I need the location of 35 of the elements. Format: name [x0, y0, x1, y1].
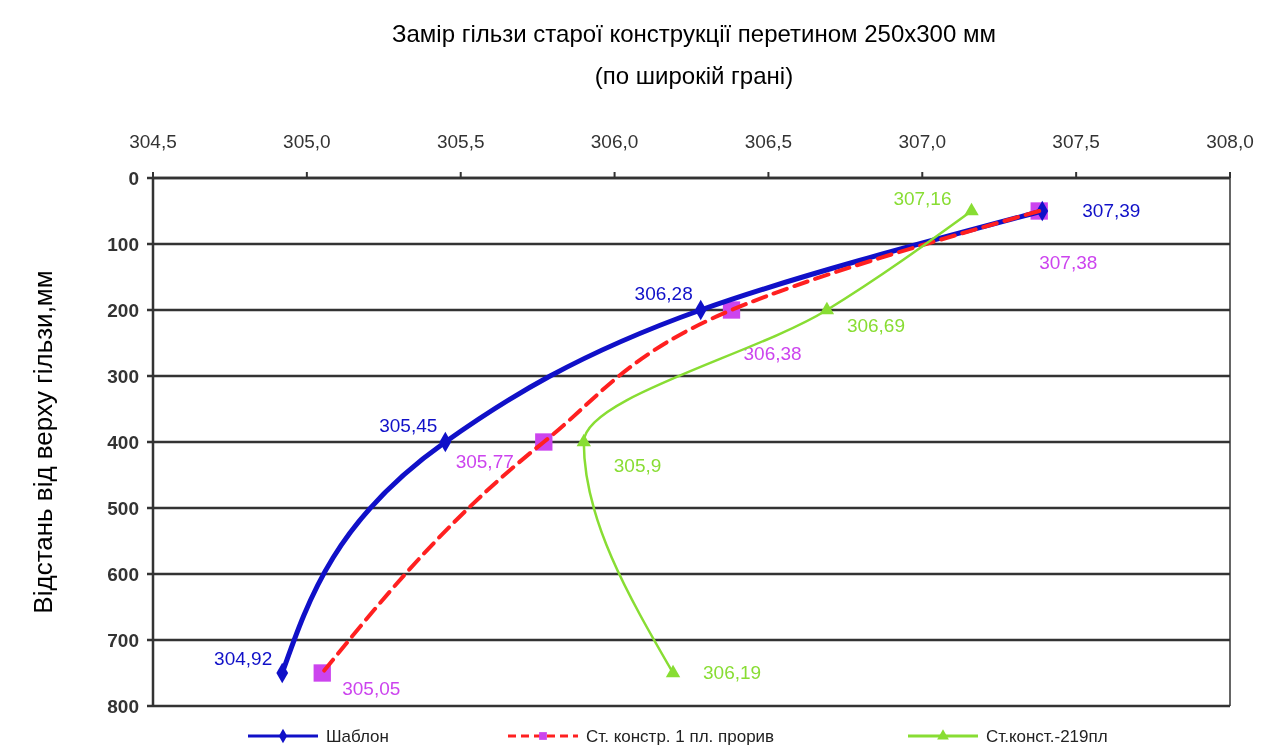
x-tick-label: 307,0	[898, 131, 947, 152]
data-label: 307,39	[1082, 200, 1141, 221]
data-label: 305,45	[379, 415, 438, 436]
data-label: 306,69	[846, 315, 906, 336]
y-tick-label: 500	[107, 498, 139, 519]
x-tick-label: 305,0	[283, 131, 331, 152]
chart-title: Замір гільзи старої конструкції перетином 250х300 мм	[392, 20, 996, 47]
data-label: 305,77	[455, 451, 514, 472]
data-label: 305,9	[613, 455, 662, 476]
y-tick-label: 300	[107, 366, 139, 387]
legend-label: Ст. констр. 1 пл. прорив	[586, 727, 775, 746]
x-tick-label: 305,5	[436, 131, 485, 152]
data-label: 305,05	[342, 678, 401, 699]
y-tick-label: 700	[107, 630, 139, 651]
y-tick-label: 600	[107, 564, 139, 585]
x-tick-label: 306,5	[744, 131, 793, 152]
x-tick-label: 307,5	[1052, 131, 1100, 152]
x-tick-label: 304,5	[129, 131, 177, 152]
y-tick-label: 400	[107, 432, 139, 453]
data-label: 307,16	[893, 188, 952, 209]
y-tick-label: 200	[107, 300, 139, 321]
data-label: 304,92	[214, 648, 273, 669]
data-label: 306,19	[703, 662, 762, 683]
data-label: 306,38	[743, 343, 802, 364]
x-tick-label: 308,0	[1206, 131, 1254, 152]
y-axis-title: Відстань від верху гільзи,мм	[28, 270, 58, 614]
legend-label: Шаблон	[326, 727, 389, 746]
data-label: 307,38	[1039, 252, 1098, 273]
chart-subtitle: (по широкій грані)	[594, 62, 794, 89]
y-tick-label: 0	[128, 168, 139, 189]
y-tick-label: 800	[107, 696, 139, 717]
y-tick-label: 100	[107, 234, 139, 255]
data-label: 306,28	[634, 283, 693, 304]
legend-label: Ст.конст.-219пл	[986, 727, 1108, 746]
x-tick-label: 306,0	[590, 131, 639, 152]
